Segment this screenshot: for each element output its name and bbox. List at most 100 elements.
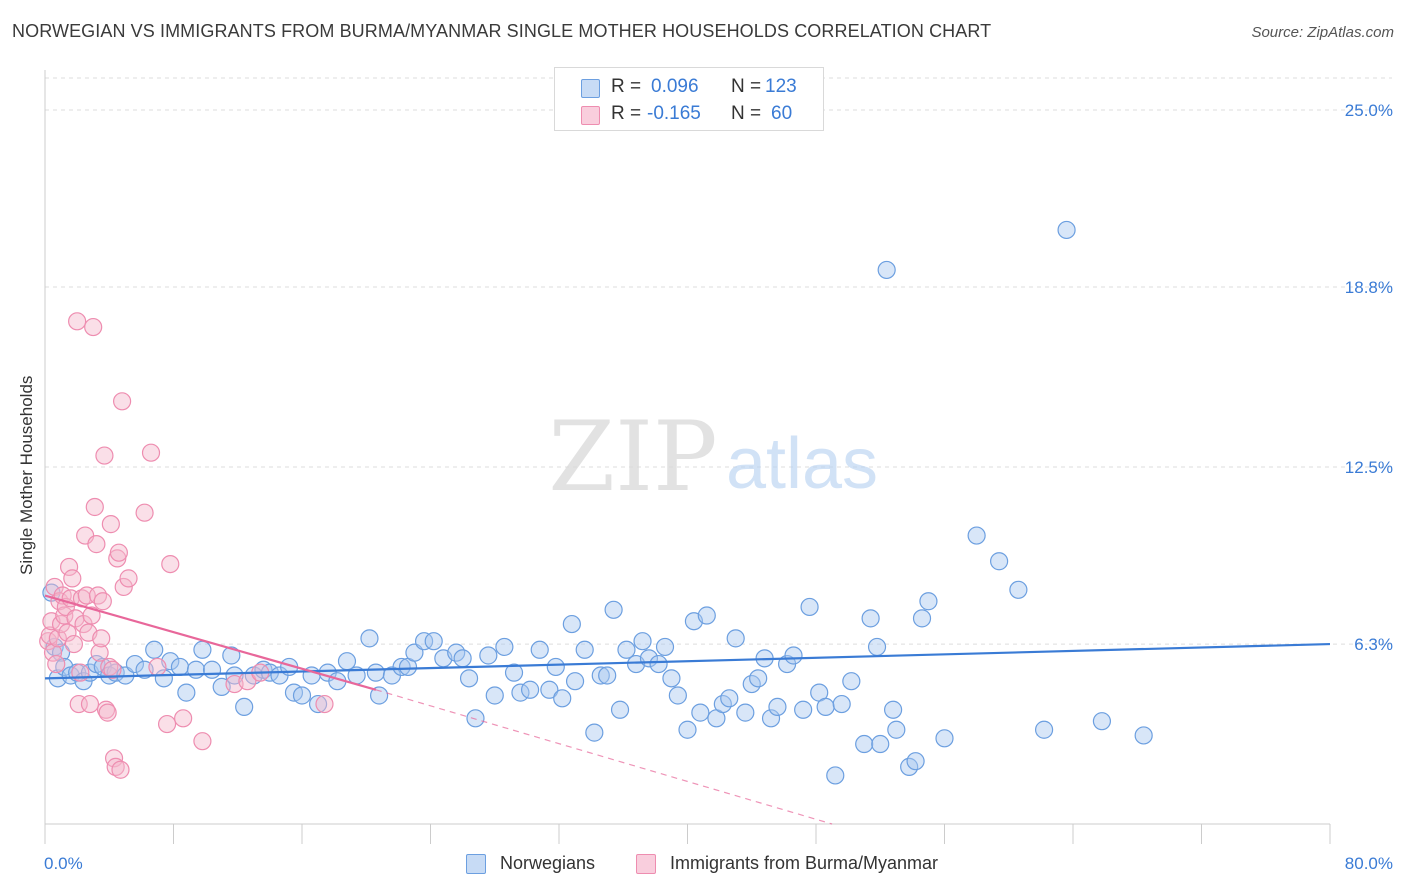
norwegian-point [871,734,890,754]
burma-point [96,700,116,719]
burma-point [59,557,79,577]
norwegian-point [540,680,559,699]
burma-point [80,694,100,714]
norwegian-point [668,686,687,705]
norwegian-point [530,640,549,659]
norwegian-point [553,689,572,708]
burma-point [85,497,104,517]
norwegian-point [649,654,668,674]
bottom-legend-label: Norwegians [500,853,596,873]
norwegian-point [604,600,623,619]
norwegian-point [736,703,755,722]
norwegian-point [919,592,938,611]
axes [44,70,1331,844]
burma-point [114,577,133,597]
burma-point [48,629,67,648]
norwegian-point [935,729,954,748]
norwegian-point [655,637,675,657]
legend-n-label: N = [731,103,762,124]
norwegian-point [222,646,241,665]
norwegian-point [768,697,787,717]
norwegian-point [495,637,514,657]
norwegian-point [202,660,222,679]
bottom-legend-swatch-pink [636,854,656,874]
norwegian-trend-line [44,642,1331,680]
norwegian-point [912,609,932,628]
burma-point [106,757,125,776]
norwegian-point [967,526,986,545]
norwegian-point [906,752,925,771]
norwegian-point [697,606,716,625]
data-points [39,220,1153,785]
norwegian-point [883,700,903,719]
norwegian-point [520,680,540,699]
norwegian-point [887,720,906,739]
burma-point [58,623,77,642]
norwegian-point [479,646,498,665]
norwegian-point [761,709,781,728]
norwegian-point [842,672,861,691]
norwegian-point [466,709,485,728]
norwegian-point [990,552,1009,571]
burma-point [141,443,161,462]
norwegian-point [360,629,379,648]
burma-point [103,660,122,679]
burma-trend-extension [375,689,833,825]
norwegian-point [867,637,887,657]
bottom-legend-swatch-blue [466,854,486,874]
y-tick-label: 12.5% [1345,458,1393,477]
legend-r-label: R = [611,103,642,124]
burma-point [93,592,112,611]
burma-point [101,515,120,534]
norwegian-point [366,663,385,682]
norwegian-point [145,640,164,659]
norwegian-point [749,669,768,688]
burma-point [92,629,111,648]
norwegian-point [504,663,524,682]
legend-swatch-blue [581,79,600,98]
y-tick-label: 6.3% [1354,635,1393,654]
norwegian-point [370,686,389,705]
norwegian-point [337,652,357,671]
norwegian-point [816,697,835,717]
legend-r-value: 0.096 [651,76,699,97]
burma-point [135,503,154,522]
burma-point [119,569,138,588]
norwegian-point [617,640,636,659]
burma-point [174,709,193,728]
norwegian-point [826,766,845,785]
watermark-zip: ZIP [548,401,717,513]
burma-point [87,535,106,554]
norwegian-point [691,703,710,722]
x-tick-label: 80.0% [1345,854,1393,873]
burma-point [90,643,109,662]
norwegian-point [678,720,697,739]
norwegian-point [598,666,617,685]
norwegian-point [1134,726,1153,745]
norwegian-point [308,694,328,714]
burma-point [43,643,63,662]
legend-r-value: -0.165 [647,103,701,124]
norwegian-point [726,629,745,648]
burma-point [109,543,128,562]
watermark-atlas: atlas [726,424,878,504]
norwegian-point [591,666,610,685]
norwegian-point [392,657,411,677]
norwegian-point [877,260,896,280]
norwegian-point [125,654,145,674]
burma-point [63,569,82,588]
burma-point [98,703,117,722]
norwegian-point [453,649,472,668]
burma-point [64,634,84,654]
x-tick-label: 0.0% [44,854,83,873]
norwegian-point [414,632,434,651]
norwegian-point [1092,712,1112,731]
legend-n-value: 60 [771,103,793,124]
norwegian-point [1057,220,1076,240]
grid-lines [45,77,1392,645]
y-tick-label: 18.8% [1345,278,1393,297]
norwegian-point [546,657,565,677]
norwegian-point [235,697,254,717]
norwegian-point [861,609,880,628]
